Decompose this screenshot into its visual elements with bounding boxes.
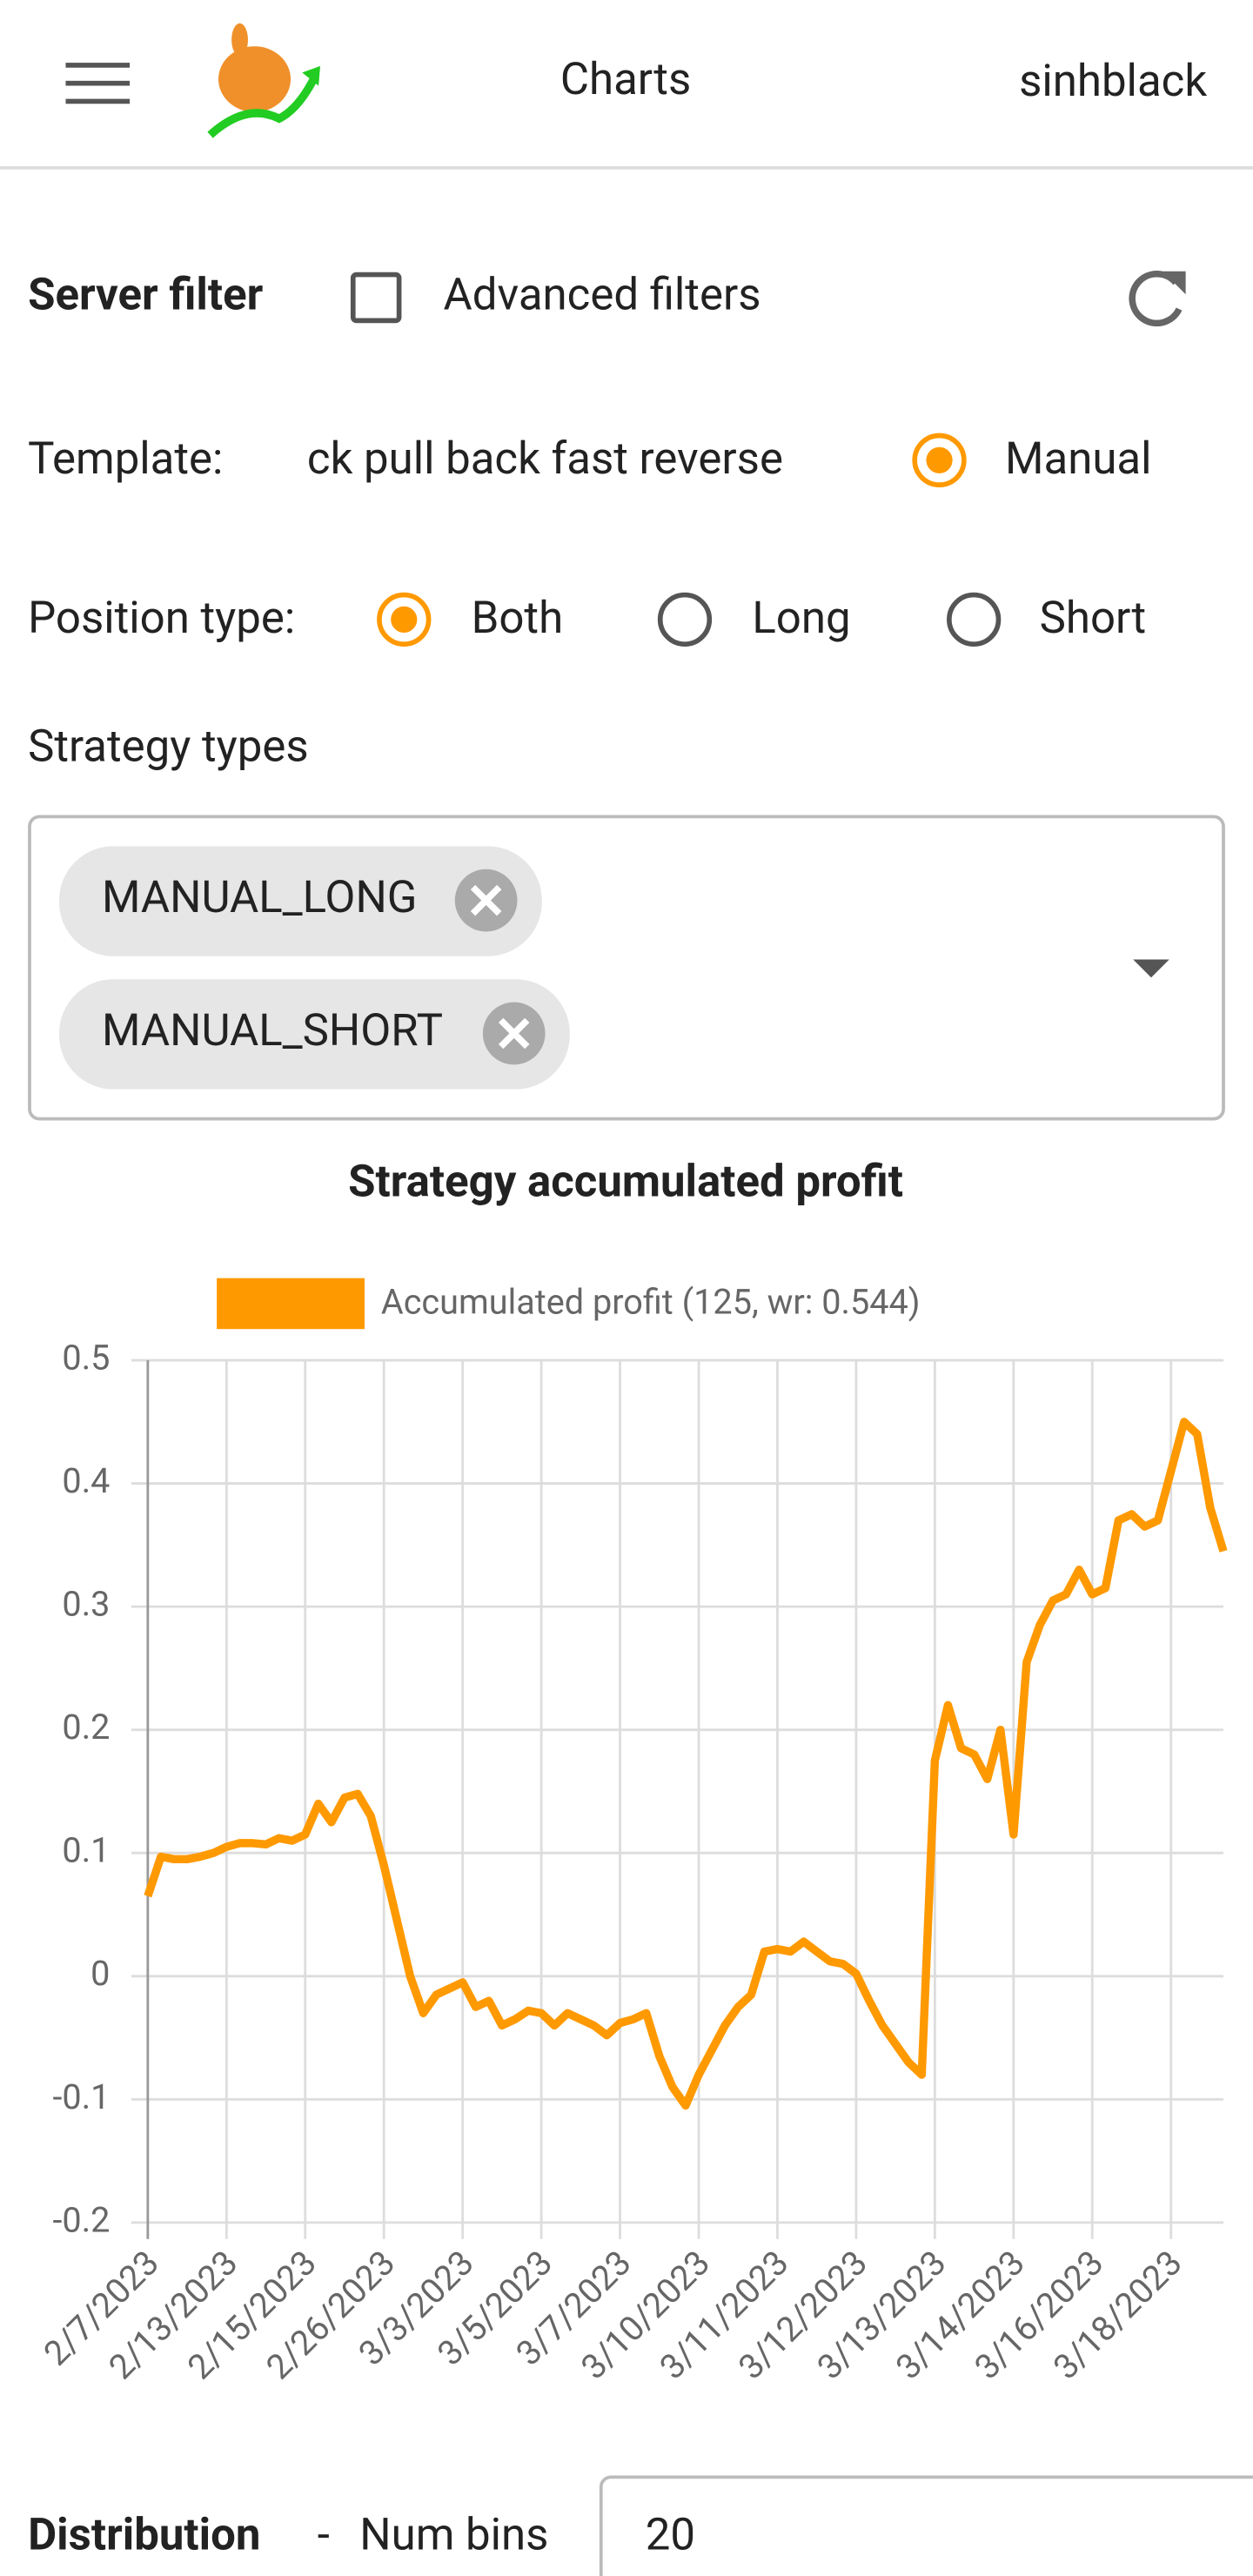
num-bins-value[interactable]: 20: [646, 2510, 695, 2561]
menu-button[interactable]: [65, 63, 131, 104]
position-type-label: Position type:: [28, 593, 295, 644]
y-tick-label: -0.2: [52, 2199, 110, 2240]
radio-selected[interactable]: [377, 592, 432, 647]
radio-label[interactable]: Long: [752, 593, 850, 644]
data-line: [144, 1418, 1228, 2110]
logo[interactable]: [207, 23, 321, 138]
y-tick-label: 0.3: [62, 1584, 110, 1625]
checkbox[interactable]: [350, 272, 402, 324]
chip: [58, 846, 542, 956]
legend-label: Accumulated profit (125, wr: 0.544): [381, 1281, 921, 1322]
chart-title: Strategy accumulated profit: [348, 1157, 903, 1208]
chip-remove[interactable]: [454, 869, 518, 932]
radio[interactable]: [947, 592, 1002, 647]
chip-label: MANUAL_SHORT: [102, 1005, 443, 1057]
manual-label[interactable]: Manual: [1005, 433, 1151, 485]
advanced-filters-label[interactable]: Advanced filters: [444, 269, 761, 320]
legend-swatch: [217, 1278, 365, 1330]
y-tick-label: 0.1: [62, 1830, 110, 1871]
num-bins-input[interactable]: [599, 2475, 1253, 2576]
refresh-button[interactable]: [1129, 271, 1186, 327]
num-bins-label: Num bins: [359, 2510, 548, 2561]
radio-label[interactable]: Short: [1040, 593, 1147, 644]
separator: -: [318, 2510, 330, 2561]
y-tick-label: -0.1: [52, 2076, 110, 2117]
radio-label[interactable]: Both: [472, 593, 564, 644]
y-tick-label: 0: [90, 1953, 110, 1994]
y-tick-label: 0.5: [62, 1338, 110, 1379]
chip-label: MANUAL_LONG: [102, 872, 418, 923]
dropdown-arrow[interactable]: [1133, 959, 1169, 978]
chip: [58, 979, 570, 1090]
template-value[interactable]: ck pull back fast reverse: [307, 433, 783, 485]
server-filter-label: Server filter: [28, 269, 264, 320]
y-tick-label: 0.4: [62, 1460, 110, 1501]
header-divider: [0, 165, 1253, 170]
radio[interactable]: [657, 592, 713, 647]
radio-selected[interactable]: [912, 433, 967, 487]
user-name[interactable]: sinhblack: [1019, 56, 1207, 107]
strategy-types-label: Strategy types: [28, 721, 309, 772]
template-label: Template:: [28, 433, 223, 485]
distribution-label: Distribution: [28, 2510, 260, 2561]
chip-remove[interactable]: [482, 1002, 546, 1065]
chart: Accumulated profit (125, wr: 0.544) -0.2 -…: [36, 1278, 1228, 2387]
page-title: Charts: [560, 54, 691, 105]
y-tick-label: 0.2: [62, 1707, 110, 1748]
